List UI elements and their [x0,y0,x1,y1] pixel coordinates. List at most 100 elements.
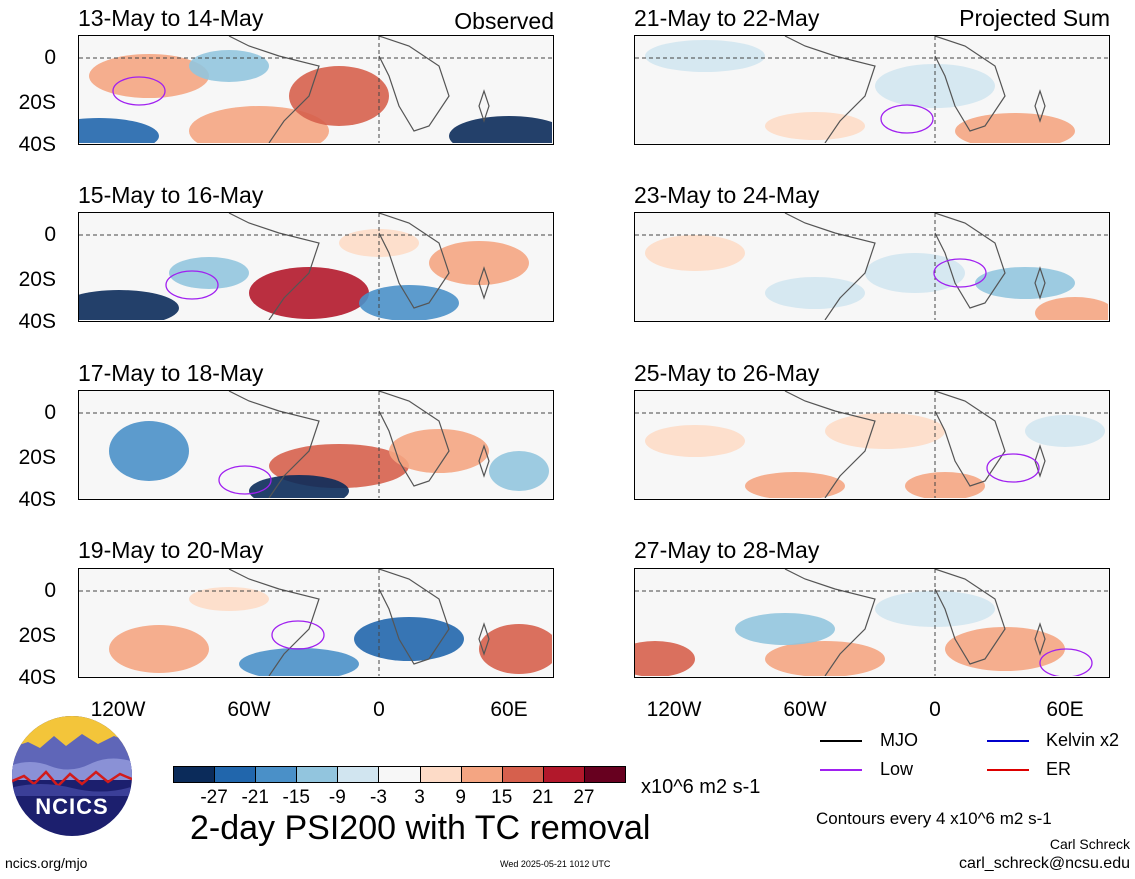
anomaly-shading [825,413,945,449]
y-tick: 20S [18,268,56,291]
coastline-africa [934,213,1006,309]
anomaly-shading [735,613,835,645]
colorbar-units: x10^6 m2 s-1 [641,776,761,798]
anomaly-shading [239,648,359,676]
colorbar-swatch [501,766,544,783]
anomaly-shading [389,429,489,473]
panel-label-observed: Observed [454,8,554,34]
x-tick: 120W [646,698,702,721]
anomaly-shading [765,112,865,140]
anomaly-shading [189,587,269,611]
anomaly-shading [865,253,965,293]
legend-label-low: Low [880,759,914,779]
colorbar-swatch [214,766,257,783]
panel-title-4: 19-May to 20-May [78,537,264,563]
anomaly-shading [1035,297,1108,320]
anomaly-shading [79,118,159,143]
anomaly-shading [449,116,552,143]
anomaly-shading [745,472,845,498]
x-tick: 0 [929,698,941,721]
coastline-africa [378,213,450,309]
anomaly-shading [79,290,179,320]
low-contour [271,620,325,650]
coastline-africa [934,36,1006,132]
colorbar-label: -27 [200,787,228,808]
anomaly-shading [489,451,549,491]
y-tick: 0 [44,223,56,246]
colorbar-label: -3 [370,787,387,808]
y-tick: 40S [18,666,56,689]
coastline-south-america [784,569,876,676]
legend-label-kelvin: Kelvin x2 [1046,730,1120,750]
low-contour [218,465,272,495]
coastline-madagascar [1034,89,1046,123]
legend-line-kelvin [987,740,1029,742]
anomaly-shading [89,54,209,98]
low-contour [1039,648,1093,676]
colorbar-label: 27 [573,787,595,808]
map-panel-1 [78,35,554,145]
main-title: 2-day PSI200 with TC removal [190,809,651,847]
map-panel-3 [78,390,554,500]
panel-title-5: 21-May to 22-May [634,5,820,31]
logo-text: NCICS [35,794,109,819]
site-link[interactable]: ncics.org/mjo [5,855,88,871]
map-panel-7 [634,390,1110,500]
ncics-logo: NCICS [10,714,134,838]
colorbar-label: 9 [455,787,466,808]
map-panel-4 [78,568,554,678]
contour-note: Contours every 4 x10^6 m2 s-1 [816,809,1052,828]
colorbar-swatch [173,766,216,783]
anomaly-shading [289,66,389,126]
panel-label-projected: Projected Sum [959,5,1110,31]
anomaly-shading [645,40,765,72]
timestamp: Wed 2025-05-21 1012 UTC [500,859,611,869]
y-tick: 40S [18,310,56,333]
anomaly-shading [354,617,464,661]
coastline-madagascar [478,89,490,123]
y-tick: 0 [44,401,56,424]
colorbar-swatch [378,766,421,783]
x-tick: 60E [490,698,528,721]
coastline-south-america [784,391,876,498]
coastline-south-america [784,36,876,143]
anomaly-shading [249,267,369,319]
x-tick: 60E [1046,698,1084,721]
anomaly-shading [645,425,745,457]
colorbar-label: -9 [328,787,346,808]
legend-line-low [820,769,862,771]
y-tick: 40S [18,488,56,511]
panel-title-2: 15-May to 16-May [78,182,264,208]
y-tick: 20S [18,624,56,647]
colorbar-swatch [583,766,626,783]
colorbar-swatch [337,766,380,783]
anomaly-shading [479,624,552,674]
coastline-south-america [228,36,320,143]
anomaly-shading [975,267,1075,299]
panel-title-8: 27-May to 28-May [634,537,820,563]
colorbar-swatch [460,766,503,783]
anomaly-shading [645,235,745,271]
map-panel-6 [634,212,1110,322]
low-contour [933,258,987,288]
low-contour [986,453,1040,483]
colorbar-swatch [255,766,298,783]
colorbar [173,766,626,783]
colorbar-label: -15 [282,787,310,808]
legend-label-mjo: MJO [880,730,918,750]
panel-title-1: 13-May to 14-May [78,5,264,31]
colorbar-swatch [296,766,339,783]
low-contour [880,104,934,134]
anomaly-shading [765,641,885,676]
coastline-south-america [228,213,320,320]
author-email[interactable]: carl_schreck@ncsu.edu [959,855,1130,872]
anomaly-shading [169,257,249,289]
colorbar-labels: -27 -21 -15 -9 -3 3 9 15 21 27 [173,788,625,810]
y-tick: 0 [44,46,56,69]
anomaly-shading [109,421,189,481]
coastline-madagascar [478,266,490,300]
coastline-africa [378,36,450,132]
coastline-madagascar [478,622,490,656]
coastline-madagascar [1034,622,1046,656]
colorbar-label: 21 [532,787,554,808]
